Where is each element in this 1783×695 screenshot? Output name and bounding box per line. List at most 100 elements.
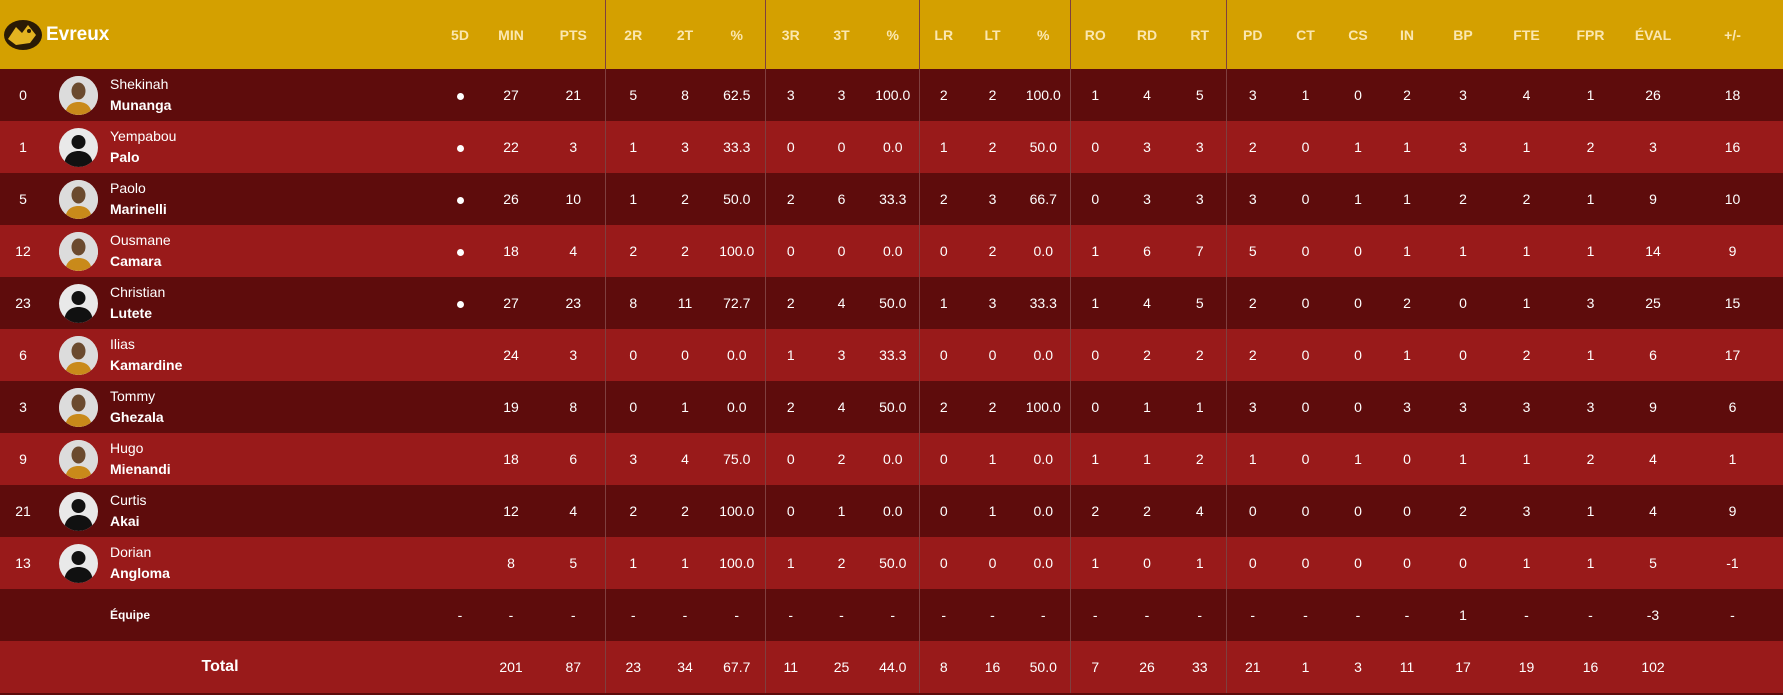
- stat-cs: 0: [1354, 503, 1362, 519]
- player-row[interactable]: 23 Christian Lutete 27 23 8 11 72.7 2 4 50.0 1 3 33.3…: [0, 277, 1783, 329]
- col-header-bp[interactable]: BP: [1453, 26, 1473, 43]
- player-row[interactable]: 0 Shekinah Munanga 27 21 5 8 62.5 3 3 100.0 2 2 100.0…: [0, 69, 1783, 121]
- stat-rt: 5: [1195, 87, 1204, 103]
- player-number: 1: [19, 139, 27, 155]
- stat-min: 27: [503, 87, 519, 103]
- col-header-fpr[interactable]: FPR: [1576, 26, 1605, 43]
- player-name[interactable]: Paolo Marinelli: [110, 173, 440, 225]
- stat-ro: 1: [1069, 225, 1120, 277]
- stat-2t: 1: [681, 399, 689, 415]
- stat-2pct: 100.0: [719, 555, 755, 571]
- col-header-lpct[interactable]: %: [1037, 26, 1050, 43]
- person-silhouette-icon: [63, 550, 93, 583]
- col-header-5d[interactable]: 5D: [451, 26, 469, 43]
- stat-2pct: 100.0: [719, 243, 755, 259]
- player-row[interactable]: 12 Ousmane Camara 18 4 2 2 100.0 0 0 0.0 0 2 0.0 1 6 7 5 0…: [0, 225, 1783, 277]
- player-row[interactable]: 21 Curtis Akai 12 4 2 2 100.0 0 1 0.0 0 1 0.0 2 2 4 0 0 0 0 2…: [0, 485, 1783, 537]
- player-row[interactable]: 13 Dorian Angloma 8 5 1 1 100.0 1 2 50.0 0 0 0.0 1 0 1 0 0…: [0, 537, 1783, 589]
- stat-in: 1: [1403, 347, 1411, 363]
- stat-3t: 4: [837, 295, 846, 311]
- player-name[interactable]: Tommy Ghezala: [110, 381, 440, 433]
- total-stat-eval: 102: [1641, 659, 1665, 675]
- stat-2r: 8: [604, 277, 661, 329]
- player-number: 6: [19, 347, 27, 363]
- player-row[interactable]: 9 Hugo Mienandi 18 6 3 4 75.0 0 2 0.0 0 1 0.0 1 1 2 1 0 1 0 1…: [0, 433, 1783, 485]
- stat-bp: 0: [1459, 555, 1467, 571]
- team-row-empty: [46, 589, 110, 641]
- starter-dot-icon: [456, 301, 464, 308]
- stat-ro: 1: [1069, 277, 1120, 329]
- stat-2t: 2: [681, 503, 689, 519]
- col-header-plusminus[interactable]: +/-: [1724, 26, 1741, 43]
- player-avatar: [58, 179, 98, 219]
- stat-fte: 2: [1522, 347, 1531, 363]
- player-row[interactable]: 3 Tommy Ghezala 19 8 0 1 0.0 2 4 50.0 2 2 100.0 0 1 1 3 0 0…: [0, 381, 1783, 433]
- total-stat-lpct: 50.0: [1029, 659, 1057, 675]
- total-stat-2t: 34: [677, 659, 693, 675]
- team-stat-fte: -: [1524, 607, 1529, 623]
- player-name[interactable]: Shekinah Munanga: [110, 69, 440, 121]
- stat-pts: 23: [565, 295, 582, 311]
- player-row[interactable]: 5 Paolo Marinelli 26 10 1 2 50.0 2 6 33.3 2 3 66.7 0 3 3…: [0, 173, 1783, 225]
- col-header-ct[interactable]: CT: [1296, 26, 1315, 43]
- total-stat-2pct: 67.7: [723, 659, 751, 675]
- stat-2r: 1: [604, 121, 661, 173]
- player-name[interactable]: Christian Lutete: [110, 277, 440, 329]
- col-header-cs[interactable]: CS: [1348, 26, 1368, 43]
- col-header-lr[interactable]: LR: [918, 0, 968, 69]
- col-header-pd[interactable]: PD: [1225, 0, 1279, 69]
- player-number: 0: [19, 87, 27, 103]
- player-name[interactable]: Dorian Angloma: [110, 537, 440, 589]
- stat-lr: 1: [918, 121, 968, 173]
- col-header-pts[interactable]: PTS: [559, 26, 587, 43]
- stat-in: 1: [1403, 139, 1411, 155]
- player-last-name: Ghezala: [110, 409, 164, 425]
- stat-3pct: 0.0: [883, 139, 903, 155]
- player-name[interactable]: Hugo Mienandi: [110, 433, 440, 485]
- team-stat-min: -: [508, 607, 514, 623]
- stat-eval: 9: [1649, 399, 1657, 415]
- player-avatar-cell: [46, 225, 110, 277]
- player-name[interactable]: Yempabou Palo: [110, 121, 440, 173]
- stat-fte: 1: [1522, 451, 1531, 467]
- stat-lr: 2: [918, 69, 968, 121]
- col-header-3pct[interactable]: %: [886, 26, 899, 43]
- col-header-rd[interactable]: RD: [1136, 26, 1158, 43]
- starter-cell: [440, 277, 480, 329]
- player-name[interactable]: Ousmane Camara: [110, 225, 440, 277]
- col-header-ro[interactable]: RO: [1069, 0, 1120, 69]
- player-name[interactable]: Curtis Akai: [110, 485, 440, 537]
- player-avatar: [58, 127, 98, 167]
- col-header-eval[interactable]: ÉVAL: [1634, 26, 1672, 43]
- stat-2t: 2: [681, 243, 689, 259]
- col-header-2t[interactable]: 2T: [676, 26, 694, 43]
- stat-lr: 2: [918, 381, 968, 433]
- col-header-lt[interactable]: LT: [984, 26, 1001, 43]
- col-header-3t[interactable]: 3T: [833, 26, 850, 43]
- col-header-rt[interactable]: RT: [1190, 26, 1210, 43]
- stat-2pct: 75.0: [723, 451, 751, 467]
- col-header-fte[interactable]: FTE: [1513, 26, 1540, 43]
- player-row[interactable]: 1 Yempabou Palo 22 3 1 3 33.3 0 0 0.0 1 2 50.0 0 3 3 2 0 1 1…: [0, 121, 1783, 173]
- stat-3pct: 0.0: [883, 503, 903, 519]
- player-first-name: Ousmane: [110, 232, 171, 248]
- col-header-2pct[interactable]: %: [730, 26, 743, 43]
- col-header-min[interactable]: MIN: [498, 26, 524, 43]
- col-header-3r[interactable]: 3R: [764, 0, 816, 69]
- stat-plusminus: 18: [1724, 87, 1741, 103]
- stat-ro: 0: [1069, 173, 1120, 225]
- col-header-in[interactable]: IN: [1400, 26, 1414, 43]
- player-last-name: Lutete: [110, 305, 152, 321]
- stat-2r: 0: [604, 381, 661, 433]
- team-stat-rd: -: [1144, 607, 1150, 623]
- player-name[interactable]: Ilias Kamardine: [110, 329, 440, 381]
- team-stat-3pct: -: [890, 607, 896, 623]
- col-header-2r[interactable]: 2R: [604, 0, 661, 69]
- stat-ro: 0: [1069, 381, 1120, 433]
- total-stat-fte: 19: [1518, 659, 1535, 675]
- stat-3pct: 33.3: [879, 191, 907, 207]
- stat-lpct: 100.0: [1025, 87, 1061, 103]
- stat-2pct: 0.0: [727, 399, 747, 415]
- player-row[interactable]: 6 Ilias Kamardine 24 3 0 0 0.0 1 3 33.3 0 0 0.0 0 2 2 2 0 0…: [0, 329, 1783, 381]
- stat-3t: 1: [837, 503, 846, 519]
